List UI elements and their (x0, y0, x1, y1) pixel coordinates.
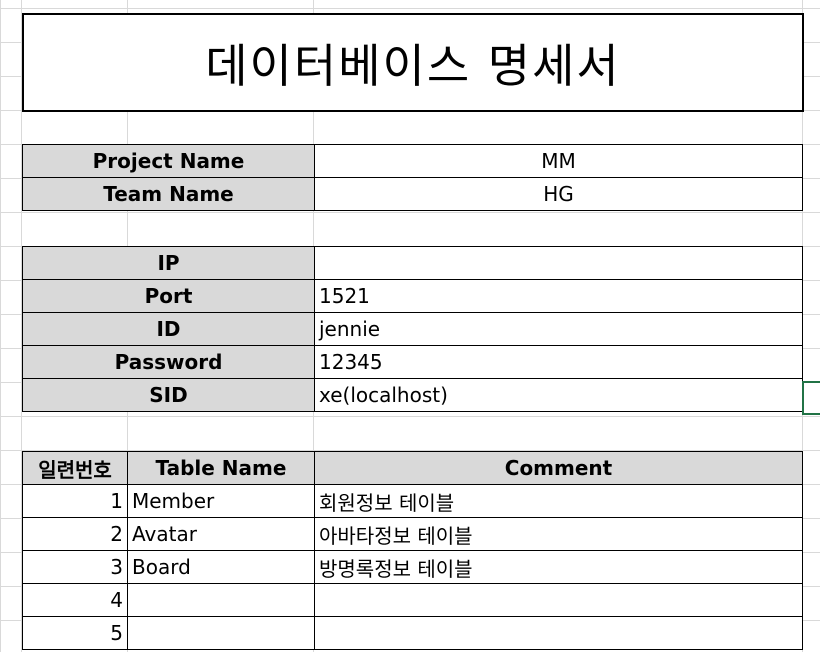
table-row: Team Name HG (22, 177, 803, 211)
table-name-cell[interactable] (127, 583, 315, 617)
row-number[interactable]: 5 (22, 616, 128, 650)
table-row: Password 12345 (22, 345, 803, 379)
table-row: IP (22, 246, 803, 280)
row-number[interactable]: 3 (22, 550, 128, 584)
ip-value[interactable] (314, 246, 803, 280)
comment-cell[interactable]: 아바타정보 테이블 (314, 517, 803, 551)
selected-cell-indicator[interactable] (802, 381, 820, 415)
table-name-cell[interactable]: Board (127, 550, 315, 584)
sid-label[interactable]: SID (22, 378, 315, 412)
row-number[interactable]: 1 (22, 484, 128, 518)
column-header-number[interactable]: 일련번호 (22, 451, 128, 485)
id-value[interactable]: jennie (314, 312, 803, 346)
row-number[interactable]: 2 (22, 517, 128, 551)
table-row: ID jennie (22, 312, 803, 346)
table-row: 4 (22, 583, 803, 617)
column-header-table-name[interactable]: Table Name (127, 451, 315, 485)
document-title[interactable]: 데이터베이스 명세서 (22, 13, 804, 112)
port-label[interactable]: Port (22, 279, 315, 313)
port-value[interactable]: 1521 (314, 279, 803, 313)
id-label[interactable]: ID (22, 312, 315, 346)
comment-cell[interactable] (314, 616, 803, 650)
table-name-cell[interactable]: Member (127, 484, 315, 518)
team-name-value[interactable]: HG (314, 177, 803, 211)
project-name-label[interactable]: Project Name (22, 144, 315, 178)
table-row: 1 Member 회원정보 테이블 (22, 484, 803, 518)
table-name-cell[interactable]: Avatar (127, 517, 315, 551)
password-value[interactable]: 12345 (314, 345, 803, 379)
table-row: Port 1521 (22, 279, 803, 313)
connection-info-table: IP Port 1521 ID jennie Password 12345 SI… (22, 246, 803, 412)
table-row: 2 Avatar 아바타정보 테이블 (22, 517, 803, 551)
table-row: Project Name MM (22, 144, 803, 178)
project-name-value[interactable]: MM (314, 144, 803, 178)
password-label[interactable]: Password (22, 345, 315, 379)
table-row: SID xe(localhost) (22, 378, 803, 412)
table-row: 3 Board 방명록정보 테이블 (22, 550, 803, 584)
grid-column-line (21, 0, 22, 652)
project-info-table: Project Name MM Team Name HG (22, 144, 803, 211)
table-row: 5 (22, 616, 803, 650)
comment-cell[interactable]: 방명록정보 테이블 (314, 550, 803, 584)
column-header-comment[interactable]: Comment (314, 451, 803, 485)
table-header-row: 일련번호 Table Name Comment (22, 451, 803, 485)
ip-label[interactable]: IP (22, 246, 315, 280)
team-name-label[interactable]: Team Name (22, 177, 315, 211)
comment-cell[interactable]: 회원정보 테이블 (314, 484, 803, 518)
sid-value[interactable]: xe(localhost) (314, 378, 803, 412)
table-name-cell[interactable] (127, 616, 315, 650)
comment-cell[interactable] (314, 583, 803, 617)
row-number[interactable]: 4 (22, 583, 128, 617)
table-list: 일련번호 Table Name Comment 1 Member 회원정보 테이… (22, 451, 803, 650)
